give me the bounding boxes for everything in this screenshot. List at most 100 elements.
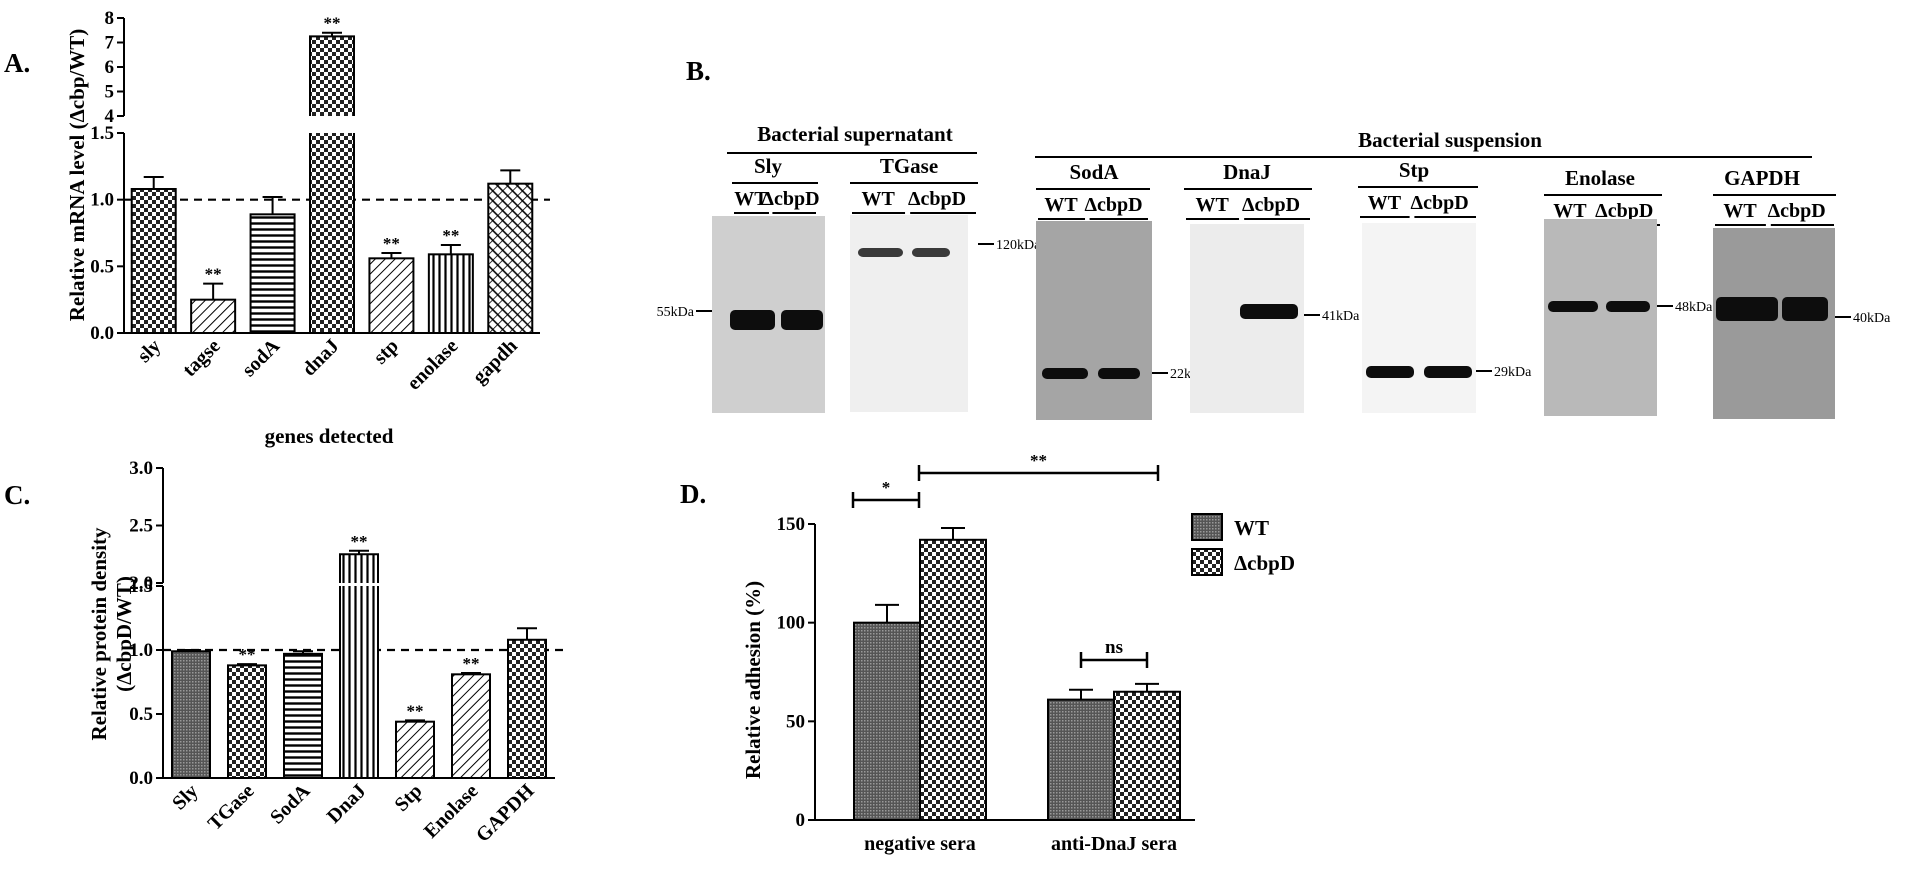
chart-d-comparison-3-label: ns [1105, 637, 1123, 658]
blot-dnaj-marker: 41kDa [1322, 309, 1360, 324]
chart-d-legend-label-0: WT [1234, 516, 1269, 540]
blot-stp-lane-cbpd: ΔcbpD [1411, 192, 1469, 214]
chart-c-ytick-label: 2.5 [129, 516, 153, 537]
chart-d-legend-swatch-1 [1191, 548, 1223, 576]
blot-tgase-band-0 [858, 248, 903, 257]
blot-tgase-marker: 120kDa [996, 238, 1041, 253]
blot-soda-band-1 [1098, 368, 1140, 379]
chart-a-bar-soda [249, 213, 296, 334]
chart-d-ytick-label: 0 [796, 810, 806, 831]
chart-a-ytick-label: 0.5 [90, 256, 114, 277]
chart-d-ytick-label: 50 [786, 711, 805, 732]
chart-c-bar-stp [395, 720, 435, 779]
blot-soda-band-0 [1042, 368, 1088, 379]
chart-d-category-label: negative sera [864, 833, 976, 855]
chart-a-category-label: sly [133, 335, 165, 367]
chart-a-ytick-label: 6 [105, 57, 115, 78]
chart-d-ytick-label: 100 [777, 613, 806, 634]
blot-dnaj-lane-cbpd: ΔcbpD [1242, 194, 1300, 216]
chart-a-category-label: dnaJ [298, 335, 343, 380]
chart-c-category-label: DnaJ [323, 780, 371, 828]
chart-c-ytick-label: 1.0 [129, 640, 153, 661]
chart-a-ytick-label: 1.0 [90, 190, 114, 211]
chart-d-bar-wt-0 [853, 621, 921, 822]
panel-d-letter: D. [680, 479, 706, 509]
chart-c-category-label: Sly [168, 780, 202, 814]
chart-a-bar-enolase [427, 253, 474, 334]
chart-a-y-title: Relative mRNA level (Δcbp/WT) [65, 29, 89, 322]
blot-gapdh-title: GAPDH [1724, 166, 1800, 190]
blot-sly-band-1 [781, 310, 823, 330]
chart-c-ytick-label: 0.0 [129, 768, 153, 789]
blot-stp-band-0 [1366, 366, 1414, 378]
blot-enolase-lane-wt: WT [1553, 200, 1587, 222]
blot-dnaj-title: DnaJ [1223, 160, 1271, 184]
suspension-label: Bacterial suspension [1358, 128, 1542, 152]
blot-stp-lane-wt: WT [1368, 192, 1402, 214]
chart-a-category-label: enolase [403, 335, 463, 395]
blot-enolase-membrane [1544, 219, 1657, 416]
chart-d-legend-swatch-0 [1191, 513, 1223, 541]
blot-sly-marker: 55kDa [657, 305, 695, 320]
blot-tgase-membrane [850, 215, 968, 412]
chart-a: 0.0 0.5 1.0 1.54 5 6 7 8 sly ** tagse sodA ** dnaJ ** s… [90, 8, 550, 395]
blot-gapdh-lane-wt: WT [1723, 200, 1757, 222]
chart-d-bar-cbpd-1 [1113, 690, 1181, 821]
blot-soda-membrane [1036, 221, 1152, 420]
chart-a-category-label: sodA [238, 335, 285, 382]
blot-tgase-lane-cbpd: ΔcbpD [908, 188, 966, 210]
blot-soda-lane-wt: WT [1044, 194, 1078, 216]
blot-stp-band-1 [1424, 366, 1472, 378]
blot-tgase-band-1 [912, 248, 950, 257]
chart-c-bar-soda [283, 652, 323, 780]
blot-enolase-marker: 48kDa [1675, 300, 1713, 315]
blot-enolase-lane-cbpd: ΔcbpD [1595, 200, 1653, 222]
chart-a-bar-sly [130, 188, 177, 334]
chart-c-significance-label: ** [351, 532, 368, 551]
chart-a-bar-tagse [190, 298, 237, 334]
chart-d-ytick-label: 150 [777, 514, 806, 535]
blot-gapdh-membrane [1713, 228, 1835, 419]
chart-a-significance-label: ** [442, 226, 459, 245]
supernatant-label: Bacterial supernatant [757, 122, 952, 146]
chart-d-bar-wt-1 [1047, 698, 1115, 821]
blot-gapdh-band-1 [1782, 297, 1828, 321]
western-blots: Bacterial supernatant Bacterial suspensi… [657, 122, 1891, 420]
chart-c-category-label: SodA [266, 780, 315, 829]
chart-a-ytick-label: 5 [105, 82, 115, 103]
blot-enolase-band-0 [1548, 301, 1598, 312]
chart-c-ytick-label: 0.5 [129, 704, 153, 725]
chart-c-bar-dnaj [339, 553, 379, 779]
blot-stp-marker: 29kDa [1494, 365, 1532, 380]
chart-a-significance-label: ** [205, 265, 222, 284]
chart-a-category-label: stp [369, 335, 403, 369]
blot-enolase-title: Enolase [1565, 166, 1635, 190]
blot-sly-lane-cbpd: ΔcbpD [761, 188, 819, 210]
chart-d-category-label: anti-DnaJ sera [1051, 833, 1177, 855]
blot-stp-membrane [1362, 223, 1476, 413]
chart-c-category-label: Stp [391, 780, 427, 816]
chart-a-ytick-label: 7 [105, 33, 115, 54]
chart-c-bar-break [338, 583, 380, 586]
blot-soda-lane-cbpd: ΔcbpD [1084, 194, 1142, 216]
chart-d-y-title: Relative adhesion (%) [741, 581, 765, 779]
chart-c-y-title-line1: Relative protein density [87, 527, 111, 741]
chart-a-ytick-label: 4 [105, 106, 115, 127]
blot-gapdh-lane-cbpd: ΔcbpD [1768, 200, 1826, 222]
chart-d-comparison-1-label: * [882, 478, 891, 497]
chart-a-significance-label: ** [383, 234, 400, 253]
chart-c-bar-tgase [227, 664, 267, 779]
blot-dnaj-lane-wt: WT [1195, 194, 1229, 216]
chart-c-ytick-label: 1.5 [129, 576, 153, 597]
chart-d-legend-label-1: ΔcbpD [1234, 551, 1295, 575]
chart-a-ytick-label: 8 [105, 8, 115, 29]
chart-a-ytick-label: 1.5 [90, 123, 114, 144]
blot-sly-band-0 [730, 310, 775, 330]
chart-a-category-label: gapdh [469, 335, 522, 388]
chart-d-comparison-2-label: ** [1030, 451, 1047, 470]
panel-c-letter: C. [4, 480, 30, 510]
panel-b-letter: B. [686, 56, 711, 86]
chart-a-significance-label: ** [324, 14, 341, 33]
chart-a-bar-gapdh [487, 182, 534, 334]
